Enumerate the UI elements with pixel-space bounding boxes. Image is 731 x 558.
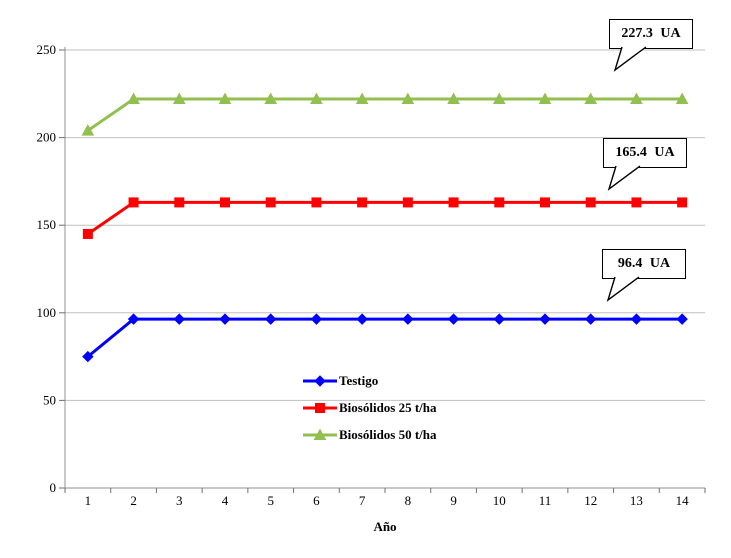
marker-triangle: [313, 428, 327, 440]
axes: [59, 47, 706, 493]
marker-square: [540, 197, 550, 208]
marker-square: [220, 197, 230, 208]
legend-item-biosolidos-25: Biosólidos 25 t/ha: [303, 399, 437, 417]
marker-triangle: [218, 92, 232, 105]
marker-triangle: [584, 92, 598, 105]
y-tick-label: 100: [37, 305, 57, 320]
marker-triangle: [81, 124, 95, 136]
legend-marker-diamond-icon: [303, 375, 337, 387]
y-tick-label: 150: [37, 217, 57, 232]
x-tick-label: 6: [313, 493, 320, 508]
x-tick-label: 9: [450, 493, 457, 508]
x-tick-label: 4: [222, 493, 229, 508]
marker-triangle: [675, 92, 689, 105]
legend-label: Biosólidos 50 t/ha: [339, 427, 437, 442]
x-tick-label: 14: [676, 493, 690, 508]
callout-tail: [606, 276, 640, 302]
x-tick-label: 1: [85, 493, 92, 508]
x-tick-label: 8: [405, 493, 412, 508]
x-tick-label: 5: [267, 493, 274, 508]
marker-diamond: [539, 313, 551, 325]
callout-tail: [613, 46, 647, 72]
marker-triangle: [630, 92, 643, 105]
marker-diamond: [493, 313, 505, 325]
x-tick-label: 11: [539, 493, 552, 508]
marker-diamond: [265, 313, 277, 325]
legend-marker-triangle-icon: [303, 428, 337, 440]
legend-label: Biosólidos 25 t/ha: [339, 400, 437, 415]
marker-diamond: [585, 313, 597, 325]
x-tick-label: 2: [130, 493, 137, 508]
callout-165-ua: 165.4 UA: [603, 138, 687, 191]
marker-diamond: [630, 313, 643, 325]
series-line: [87, 97, 683, 132]
marker-diamond: [314, 375, 326, 387]
marker-triangle: [401, 92, 415, 105]
marker-square: [448, 197, 459, 208]
marker-diamond: [310, 313, 323, 325]
y-tick-label: 0: [50, 480, 57, 495]
callout-227-ua: 227.3 UA: [609, 19, 693, 72]
marker-diamond: [173, 313, 185, 325]
marker-diamond: [402, 313, 414, 325]
marker-diamond: [127, 313, 140, 325]
marker-square: [677, 197, 688, 208]
legend-item-testigo: Testigo: [303, 372, 437, 390]
y-tick-label: 250: [37, 42, 57, 57]
marker-square: [631, 197, 642, 208]
marker-triangle: [538, 92, 552, 105]
marker-triangle: [447, 92, 460, 105]
marker-triangle: [492, 92, 506, 105]
marker-square: [174, 197, 185, 208]
marker-triangle: [310, 92, 323, 105]
x-tick-label: 10: [493, 493, 506, 508]
marker-diamond: [219, 313, 231, 325]
legend-item-biosolidos-50: Biosólidos 50 t/ha: [303, 426, 437, 444]
marker-square: [494, 197, 505, 208]
callout-96-ua: 96.4 UA: [602, 249, 686, 302]
marker-triangle: [264, 92, 278, 105]
series-1: [82, 197, 688, 239]
callout-text: 227.3 UA: [621, 26, 681, 41]
marker-square: [311, 197, 322, 208]
legend: Testigo Biosólidos 25 t/ha Biosólidos 50…: [303, 372, 437, 444]
marker-diamond: [82, 350, 94, 363]
marker-square: [128, 197, 139, 208]
legend-label: Testigo: [339, 373, 379, 388]
gridlines: [65, 49, 705, 401]
marker-triangle: [127, 92, 140, 105]
series-2: [81, 92, 689, 136]
marker-square: [357, 197, 368, 208]
marker-square: [585, 197, 596, 208]
x-tick-label: 7: [359, 493, 366, 508]
series-line: [87, 200, 683, 236]
y-tick-label: 200: [37, 130, 57, 145]
callout-text: 165.4 UA: [615, 145, 675, 160]
marker-triangle: [355, 92, 369, 105]
marker-square: [82, 228, 93, 239]
x-tick-label: 3: [176, 493, 183, 508]
marker-square: [265, 197, 276, 208]
x-tick-label: 12: [584, 493, 597, 508]
callout-tail: [607, 165, 641, 191]
marker-diamond: [356, 313, 368, 325]
y-tick-label: 50: [43, 392, 56, 407]
marker-triangle: [172, 92, 186, 105]
callout-text: 96.4 UA: [617, 256, 671, 271]
marker-diamond: [676, 313, 688, 325]
legend-marker-square-icon: [303, 403, 337, 413]
x-axis-title: Año: [373, 519, 397, 534]
marker-square: [402, 197, 413, 208]
series-line: [86, 317, 683, 358]
marker-diamond: [447, 313, 460, 325]
x-tick-label: 13: [630, 493, 643, 508]
series-0: [82, 313, 688, 363]
marker-square: [315, 403, 325, 413]
